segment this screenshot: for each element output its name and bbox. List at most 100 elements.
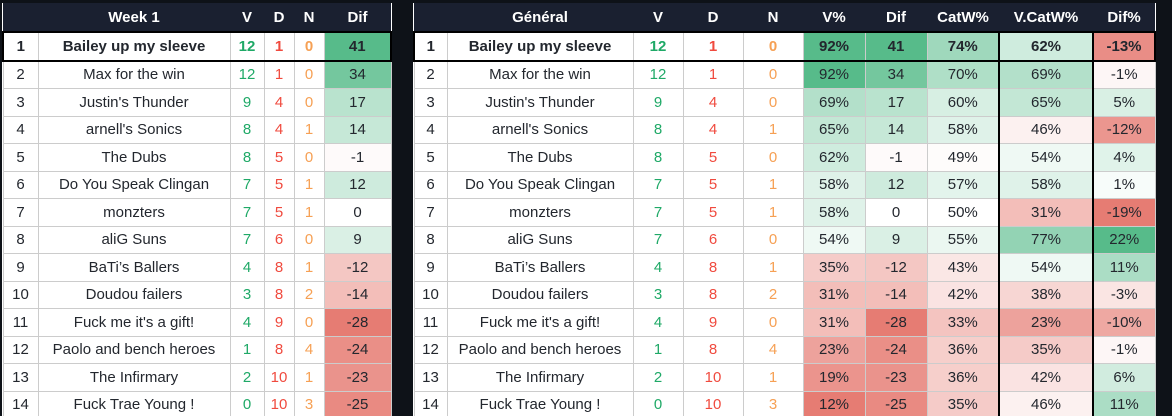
stat-cell-v[interactable]: 4 [229,308,265,337]
stat-cell-dif[interactable]: -1 [323,143,392,172]
rank-cell[interactable]: 7 [413,198,448,227]
team-name-cell[interactable]: aliG Suns [446,225,634,254]
stat-cell-d[interactable]: 8 [682,253,744,282]
stat-cell-v[interactable]: 7 [229,198,265,227]
stat-cell-v[interactable]: 8 [229,143,265,172]
rank-cell[interactable]: 8 [413,225,448,254]
stat-cell-catw_pct[interactable]: 50% [926,198,1000,227]
stat-cell-dif_pct[interactable]: -3% [1092,280,1156,309]
stat-cell-catw_pct[interactable]: 36% [926,363,1000,392]
stat-cell-v[interactable]: 8 [632,115,684,144]
stat-cell-v_pct[interactable]: 19% [802,363,866,392]
team-name-cell[interactable]: Fuck me it's a gift! [446,308,634,337]
stat-cell-n[interactable]: 4 [742,335,804,364]
rank-cell[interactable]: 12 [413,335,448,364]
stat-cell-d[interactable]: 6 [682,225,744,254]
stat-cell-d[interactable]: 4 [682,115,744,144]
team-name-cell[interactable]: Doudou failers [446,280,634,309]
stat-cell-v_pct[interactable]: 58% [802,170,866,199]
stat-cell-catw_pct[interactable]: 42% [926,280,1000,309]
stat-cell-v_pct[interactable]: 65% [802,115,866,144]
team-name-cell[interactable]: Fuck Trae Young ! [446,390,634,416]
stat-cell-catw_pct[interactable]: 70% [926,60,1000,89]
stat-cell-dif[interactable]: -28 [864,308,928,337]
stat-cell-v_pct[interactable]: 35% [802,253,866,282]
rank-cell[interactable]: 13 [413,363,448,392]
stat-cell-dif_pct[interactable]: 6% [1092,363,1156,392]
col-header-v_pct[interactable]: V% [803,3,865,32]
stat-cell-catw_pct[interactable]: 36% [926,335,1000,364]
stat-cell-dif_pct[interactable]: 1% [1092,170,1156,199]
stat-cell-catw_pct[interactable]: 55% [926,225,1000,254]
stat-cell-n[interactable]: 3 [293,390,325,416]
stat-cell-n[interactable]: 0 [293,31,325,62]
stat-cell-d[interactable]: 6 [263,225,295,254]
stat-cell-dif[interactable]: 41 [864,31,928,62]
stat-cell-dif_pct[interactable]: -10% [1092,308,1156,337]
stat-cell-d[interactable]: 10 [682,363,744,392]
stat-cell-dif[interactable]: 34 [864,60,928,89]
rank-cell[interactable]: 1 [413,31,448,62]
rank-cell[interactable]: 6 [413,170,448,199]
rank-cell[interactable]: 12 [2,335,39,364]
rank-cell[interactable]: 14 [2,390,39,416]
stat-cell-n[interactable]: 0 [742,60,804,89]
stat-cell-catw_pct[interactable]: 43% [926,253,1000,282]
stat-cell-n[interactable]: 0 [742,143,804,172]
stat-cell-dif[interactable]: 17 [864,88,928,117]
stat-cell-n[interactable]: 0 [293,88,325,117]
rank-cell[interactable]: 4 [413,115,448,144]
stat-cell-n[interactable]: 2 [742,280,804,309]
stat-cell-n[interactable]: 0 [293,143,325,172]
stat-cell-d[interactable]: 8 [682,335,744,364]
stat-cell-d[interactable]: 5 [682,143,744,172]
stat-cell-dif[interactable]: -12 [864,253,928,282]
stat-cell-dif_pct[interactable]: -1% [1092,335,1156,364]
stat-cell-d[interactable]: 10 [263,363,295,392]
stat-cell-d[interactable]: 5 [682,198,744,227]
col-header-rank[interactable] [414,3,447,32]
stat-cell-dif[interactable]: -14 [864,280,928,309]
stat-cell-dif[interactable]: 12 [323,170,392,199]
team-name-cell[interactable]: Max for the win [446,60,634,89]
stat-cell-dif[interactable]: 12 [864,170,928,199]
stat-cell-catw_pct[interactable]: 35% [926,390,1000,416]
stat-cell-vcatw_pct[interactable]: 58% [998,170,1094,199]
stat-cell-dif_pct[interactable]: 22% [1092,225,1156,254]
stat-cell-n[interactable]: 1 [742,170,804,199]
stat-cell-vcatw_pct[interactable]: 77% [998,225,1094,254]
team-name-cell[interactable]: Bailey up my sleeve [446,31,634,62]
stat-cell-v[interactable]: 7 [632,198,684,227]
rank-cell[interactable]: 5 [2,143,39,172]
stat-cell-v[interactable]: 9 [229,88,265,117]
rank-cell[interactable]: 13 [2,363,39,392]
col-header-d[interactable]: D [683,3,743,32]
stat-cell-vcatw_pct[interactable]: 42% [998,363,1094,392]
stat-cell-catw_pct[interactable]: 60% [926,88,1000,117]
stat-cell-d[interactable]: 10 [263,390,295,416]
stat-cell-n[interactable]: 0 [742,225,804,254]
stat-cell-d[interactable]: 1 [682,31,744,62]
rank-cell[interactable]: 4 [2,115,39,144]
stat-cell-dif[interactable]: 9 [864,225,928,254]
stat-cell-n[interactable]: 0 [742,31,804,62]
stat-cell-dif[interactable]: -24 [323,335,392,364]
stat-cell-dif_pct[interactable]: 11% [1092,390,1156,416]
stat-cell-v_pct[interactable]: 54% [802,225,866,254]
stat-cell-d[interactable]: 8 [682,280,744,309]
stat-cell-dif_pct[interactable]: -12% [1092,115,1156,144]
stat-cell-n[interactable]: 0 [293,308,325,337]
rank-cell[interactable]: 9 [413,253,448,282]
stat-cell-dif[interactable]: -25 [864,390,928,416]
stat-cell-v[interactable]: 0 [229,390,265,416]
stat-cell-v[interactable]: 12 [229,60,265,89]
stat-cell-n[interactable]: 1 [293,363,325,392]
stat-cell-v_pct[interactable]: 92% [802,31,866,62]
col-header-d[interactable]: D [264,3,294,32]
stat-cell-v[interactable]: 0 [632,390,684,416]
stat-cell-vcatw_pct[interactable]: 65% [998,88,1094,117]
team-name-cell[interactable]: arnell's Sonics [446,115,634,144]
stat-cell-vcatw_pct[interactable]: 46% [998,115,1094,144]
team-name-cell[interactable]: The Dubs [37,143,231,172]
stat-cell-v[interactable]: 2 [632,363,684,392]
